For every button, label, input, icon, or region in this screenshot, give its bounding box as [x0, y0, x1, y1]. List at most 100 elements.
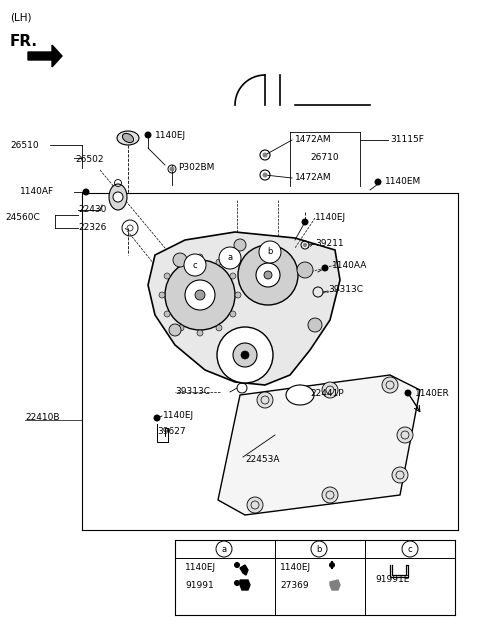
Circle shape [238, 245, 298, 305]
Text: 1140EJ: 1140EJ [163, 410, 194, 420]
Text: 1140EJ: 1140EJ [280, 563, 311, 571]
Circle shape [397, 427, 413, 443]
Text: 1472AM: 1472AM [295, 136, 332, 144]
Circle shape [170, 167, 174, 171]
Circle shape [402, 541, 418, 557]
Text: 39313C: 39313C [328, 286, 363, 294]
Text: 1140EJ: 1140EJ [315, 213, 346, 223]
Text: 1140AA: 1140AA [332, 260, 367, 270]
Circle shape [219, 247, 241, 269]
Text: 31115F: 31115F [390, 136, 424, 144]
Circle shape [178, 325, 184, 331]
Circle shape [382, 377, 398, 393]
Text: 26710: 26710 [310, 154, 338, 162]
Circle shape [197, 254, 203, 260]
Circle shape [405, 390, 411, 396]
Circle shape [169, 324, 181, 336]
Circle shape [230, 311, 236, 317]
Circle shape [185, 280, 215, 310]
Text: P302BM: P302BM [178, 164, 215, 173]
Circle shape [322, 382, 338, 398]
Text: 26502: 26502 [75, 155, 104, 165]
Text: 39211: 39211 [315, 239, 344, 247]
Circle shape [233, 343, 257, 367]
Text: 22441P: 22441P [310, 389, 344, 397]
Circle shape [322, 265, 328, 271]
Circle shape [329, 563, 335, 568]
Circle shape [216, 325, 222, 331]
Circle shape [259, 241, 281, 263]
Circle shape [217, 327, 273, 383]
Circle shape [164, 311, 170, 317]
Ellipse shape [117, 131, 139, 145]
Text: 26510: 26510 [10, 141, 38, 149]
Text: 22430: 22430 [78, 205, 107, 215]
Ellipse shape [122, 133, 133, 143]
Text: c: c [408, 544, 412, 553]
Circle shape [263, 173, 267, 177]
Circle shape [322, 487, 338, 503]
Text: 22453A: 22453A [245, 455, 279, 465]
Polygon shape [240, 580, 250, 590]
Circle shape [178, 259, 184, 265]
Text: 1140EJ: 1140EJ [185, 563, 216, 571]
Circle shape [145, 132, 151, 138]
Ellipse shape [109, 184, 127, 210]
Circle shape [308, 318, 322, 332]
Text: 39627: 39627 [157, 428, 186, 436]
Circle shape [264, 271, 272, 279]
Polygon shape [148, 232, 340, 385]
Polygon shape [28, 45, 62, 67]
Circle shape [392, 467, 408, 483]
Circle shape [165, 260, 235, 330]
Text: a: a [221, 544, 227, 553]
Circle shape [302, 219, 308, 225]
Circle shape [256, 263, 280, 287]
Polygon shape [218, 375, 420, 515]
Circle shape [375, 179, 381, 185]
Circle shape [257, 392, 273, 408]
Circle shape [159, 292, 165, 298]
Text: FR.: FR. [10, 35, 38, 49]
Circle shape [234, 239, 246, 251]
Text: 1140EM: 1140EM [385, 178, 421, 186]
Circle shape [247, 497, 263, 513]
Text: (LH): (LH) [10, 13, 32, 23]
Text: 91991: 91991 [185, 581, 214, 589]
Polygon shape [330, 580, 340, 590]
Text: b: b [316, 544, 322, 553]
Text: 24560C: 24560C [5, 213, 40, 223]
Ellipse shape [286, 385, 314, 405]
Text: 22326: 22326 [78, 223, 107, 233]
Text: a: a [228, 254, 233, 262]
Circle shape [263, 153, 267, 157]
Text: 1472AM: 1472AM [295, 173, 332, 183]
Text: 1140ER: 1140ER [415, 389, 450, 397]
Circle shape [235, 563, 240, 568]
Circle shape [216, 259, 222, 265]
Text: 22410B: 22410B [25, 413, 60, 423]
Text: b: b [267, 247, 273, 257]
Circle shape [230, 273, 236, 279]
Circle shape [195, 290, 205, 300]
Circle shape [235, 292, 241, 298]
Circle shape [216, 541, 232, 557]
Circle shape [173, 253, 187, 267]
Text: 91991E: 91991E [375, 576, 409, 584]
Circle shape [235, 581, 240, 586]
Circle shape [154, 415, 160, 421]
Circle shape [297, 262, 313, 278]
Circle shape [303, 244, 307, 247]
Polygon shape [240, 565, 248, 575]
Circle shape [83, 189, 89, 195]
Text: 27369: 27369 [280, 581, 309, 589]
Circle shape [197, 330, 203, 336]
Text: 1140AF: 1140AF [20, 188, 54, 196]
Circle shape [184, 254, 206, 276]
Text: 39313C: 39313C [175, 387, 210, 397]
Text: 1140EJ: 1140EJ [155, 131, 186, 139]
Circle shape [241, 351, 249, 359]
Circle shape [164, 273, 170, 279]
Circle shape [311, 541, 327, 557]
Text: c: c [192, 260, 197, 270]
